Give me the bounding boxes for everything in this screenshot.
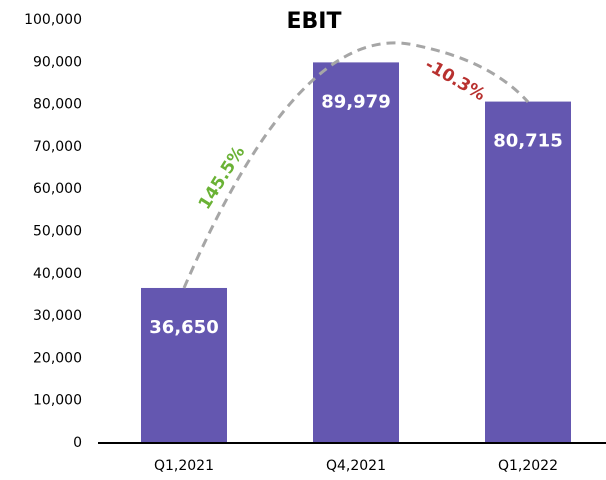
y-tick-label: 70,000 bbox=[33, 139, 82, 155]
value-label: 89,979 bbox=[321, 91, 390, 112]
bar bbox=[313, 62, 399, 444]
y-tick-label: 80,000 bbox=[33, 97, 82, 113]
x-tick-label: Q4,2021 bbox=[326, 458, 386, 474]
bar bbox=[485, 101, 571, 443]
y-tick-label: 20,000 bbox=[33, 350, 82, 366]
y-tick-label: 30,000 bbox=[33, 308, 82, 324]
growth-arc bbox=[182, 41, 530, 289]
change-annotation: -10.3% bbox=[421, 55, 488, 105]
y-tick-label: 40,000 bbox=[33, 266, 82, 282]
y-tick-label: 60,000 bbox=[33, 181, 82, 197]
x-tick-label: Q1,2021 bbox=[154, 458, 214, 474]
x-tick-label: Q1,2022 bbox=[498, 458, 558, 474]
y-tick-label: 90,000 bbox=[33, 54, 82, 70]
y-tick-label: 50,000 bbox=[33, 224, 82, 240]
change-annotation: 145.5% bbox=[195, 143, 249, 214]
chart-title: EBIT bbox=[287, 9, 342, 34]
bar bbox=[141, 287, 227, 443]
value-label: 80,715 bbox=[493, 131, 562, 152]
y-tick-label: 0 bbox=[73, 435, 82, 451]
value-label: 36,650 bbox=[149, 317, 218, 338]
y-tick-label: 100,000 bbox=[24, 12, 82, 28]
y-tick-label: 10,000 bbox=[33, 393, 82, 409]
